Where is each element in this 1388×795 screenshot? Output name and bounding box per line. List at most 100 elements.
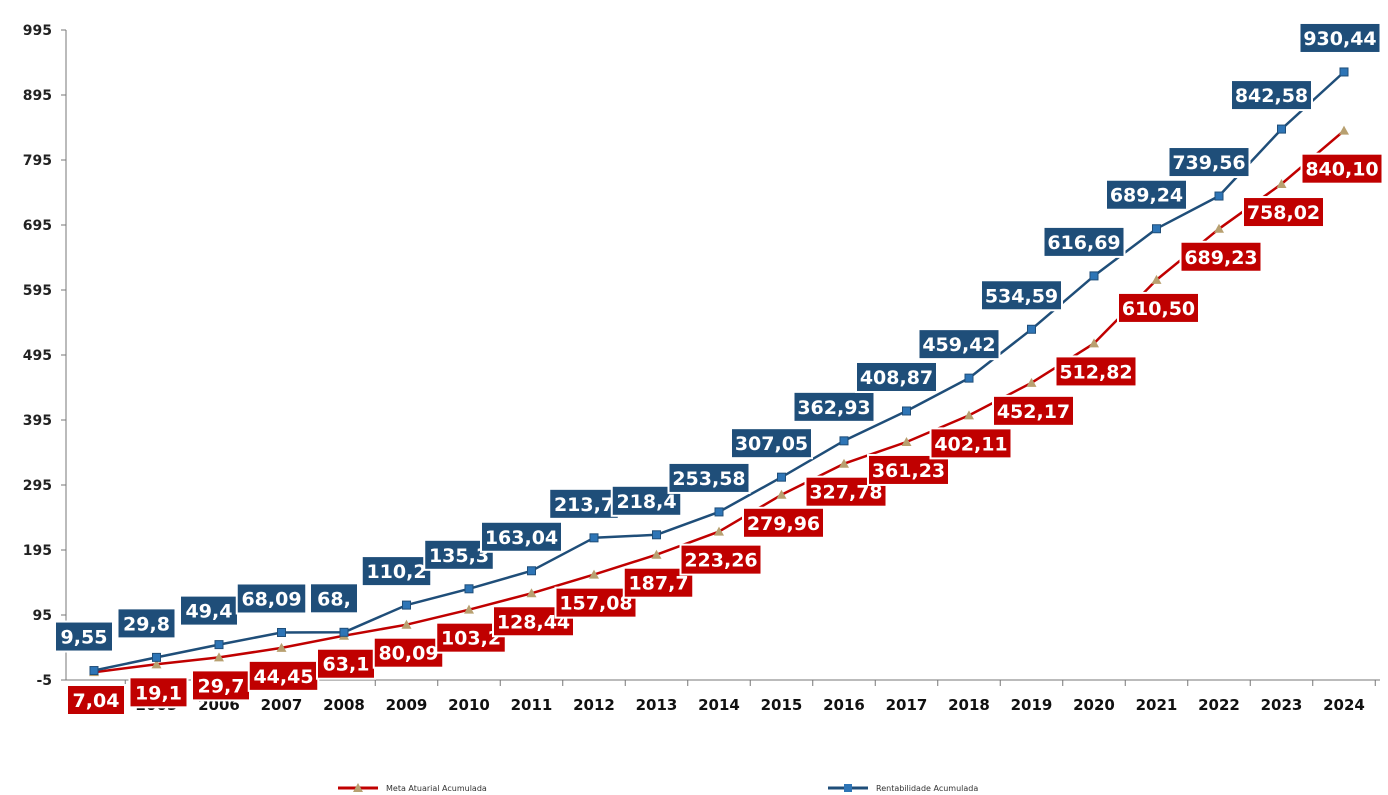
data-label-box bbox=[247, 659, 320, 692]
data-label: 279,96 bbox=[742, 506, 825, 539]
data-label-box bbox=[742, 506, 825, 539]
data-label-text: 689,24 bbox=[1110, 185, 1183, 207]
data-label-text: 402,11 bbox=[934, 433, 1007, 455]
y-tick-label: 995 bbox=[23, 23, 52, 39]
data-point bbox=[902, 406, 911, 416]
data-label-text: 187,7 bbox=[628, 573, 688, 595]
data-label: 128,44 bbox=[492, 605, 575, 638]
data-label-box bbox=[1167, 146, 1251, 179]
data-labels: 7,04 19,1 29,7 44,45 63,1 80,09103,2128,44157… bbox=[54, 21, 1384, 716]
data-label-box bbox=[855, 360, 938, 393]
data-label: 739,56 bbox=[1167, 146, 1251, 179]
data-label-text: 534,59 bbox=[985, 285, 1058, 307]
data-point bbox=[401, 619, 412, 629]
y-tick-label: 395 bbox=[23, 413, 52, 429]
data-point bbox=[901, 436, 912, 446]
data-label: 361,23 bbox=[867, 453, 950, 486]
data-point bbox=[276, 642, 287, 652]
data-point bbox=[839, 436, 849, 446]
data-point bbox=[89, 666, 99, 676]
x-tick-label: 2018 bbox=[948, 696, 990, 714]
data-label-box bbox=[992, 394, 1075, 427]
data-label: 534,59 bbox=[980, 279, 1063, 312]
data-point bbox=[464, 604, 474, 614]
data-label: 253,58 bbox=[667, 461, 751, 494]
data-label-box bbox=[316, 647, 376, 680]
data-label: 49,4 bbox=[179, 594, 239, 627]
data-label-text: 616,69 bbox=[1047, 232, 1120, 254]
data-point bbox=[1339, 67, 1349, 77]
data-point bbox=[1027, 324, 1036, 334]
data-label: 930,44 bbox=[1298, 21, 1382, 54]
data-label-text: 223,26 bbox=[684, 550, 757, 572]
data-point bbox=[1276, 179, 1287, 189]
data-label-text: 307,05 bbox=[735, 433, 808, 455]
data-label-box bbox=[372, 636, 445, 669]
data-label-text: 512,82 bbox=[1059, 361, 1132, 383]
data-point bbox=[527, 566, 536, 576]
data-label-box bbox=[548, 487, 620, 520]
data-point bbox=[714, 526, 724, 536]
x-tick-label: 2008 bbox=[323, 696, 365, 714]
data-point bbox=[964, 373, 974, 383]
data-label-box bbox=[867, 453, 950, 486]
data-label-box bbox=[480, 520, 563, 553]
data-label: 689,24 bbox=[1105, 178, 1188, 211]
data-point bbox=[589, 569, 599, 579]
x-tick-label: 2022 bbox=[1198, 696, 1240, 714]
data-label-text: 163,04 bbox=[485, 527, 558, 549]
data-label: 29,8 bbox=[116, 607, 177, 640]
data-label-box bbox=[980, 279, 1063, 312]
data-label: 19,1 bbox=[128, 676, 189, 709]
x-tick-label: 2014 bbox=[698, 696, 740, 714]
data-point bbox=[526, 588, 537, 598]
data-point bbox=[214, 640, 224, 650]
data-label-box bbox=[116, 607, 177, 640]
data-label: 610,50 bbox=[1117, 291, 1200, 324]
data-point bbox=[1214, 191, 1224, 201]
data-label: 459,42 bbox=[917, 328, 1001, 361]
data-label-text: 135,3 bbox=[429, 545, 489, 567]
data-label: 29,7 bbox=[191, 669, 251, 702]
data-label: 408,87 bbox=[855, 360, 938, 393]
data-label-text: 842,58 bbox=[1235, 85, 1308, 107]
x-tick-label: 2012 bbox=[573, 696, 615, 714]
y-tick-label: -5 bbox=[36, 673, 52, 689]
data-label: 80,09 bbox=[372, 636, 445, 669]
y-tick-label: 95 bbox=[33, 608, 52, 624]
legend-marker bbox=[353, 783, 363, 792]
data-label-box bbox=[235, 582, 308, 615]
data-label: 44,45 bbox=[247, 659, 320, 692]
x-tick-label: 2011 bbox=[511, 696, 553, 714]
data-label-box bbox=[360, 555, 433, 588]
data-point bbox=[1089, 271, 1099, 281]
data-label: 616,69 bbox=[1042, 225, 1126, 258]
data-label-text: 253,58 bbox=[672, 468, 745, 490]
data-label-text: 279,96 bbox=[747, 513, 820, 535]
data-point bbox=[1152, 224, 1161, 234]
x-tick-label: 2017 bbox=[886, 696, 928, 714]
legend-item-0: Meta Atuarial Acumulada bbox=[338, 783, 487, 793]
y-tick-label: 495 bbox=[23, 348, 52, 364]
x-tick-label: 2009 bbox=[386, 696, 428, 714]
x-tick-label: 2015 bbox=[761, 696, 803, 714]
data-point bbox=[1339, 125, 1349, 135]
data-label-text: 19,1 bbox=[135, 682, 182, 704]
legend-label: Meta Atuarial Acumulada bbox=[386, 784, 487, 793]
data-label-box bbox=[1105, 178, 1188, 211]
data-point bbox=[589, 533, 599, 543]
data-point bbox=[214, 652, 224, 662]
x-tick-label: 2024 bbox=[1323, 696, 1365, 714]
x-tick-label: 2021 bbox=[1136, 696, 1178, 714]
data-label-box bbox=[917, 328, 1001, 361]
data-label: 512,82 bbox=[1054, 355, 1138, 388]
data-label-text: 362,93 bbox=[797, 397, 870, 419]
y-tick-label: 195 bbox=[23, 543, 52, 559]
data-point bbox=[1151, 274, 1162, 284]
y-tick-label: 695 bbox=[23, 218, 52, 234]
chart-legend: Meta Atuarial Acumulada Rentabilidade Acu… bbox=[338, 783, 978, 793]
data-point bbox=[1214, 223, 1224, 233]
x-tick-label: 2007 bbox=[261, 696, 303, 714]
data-label-text: 459,42 bbox=[922, 334, 995, 356]
